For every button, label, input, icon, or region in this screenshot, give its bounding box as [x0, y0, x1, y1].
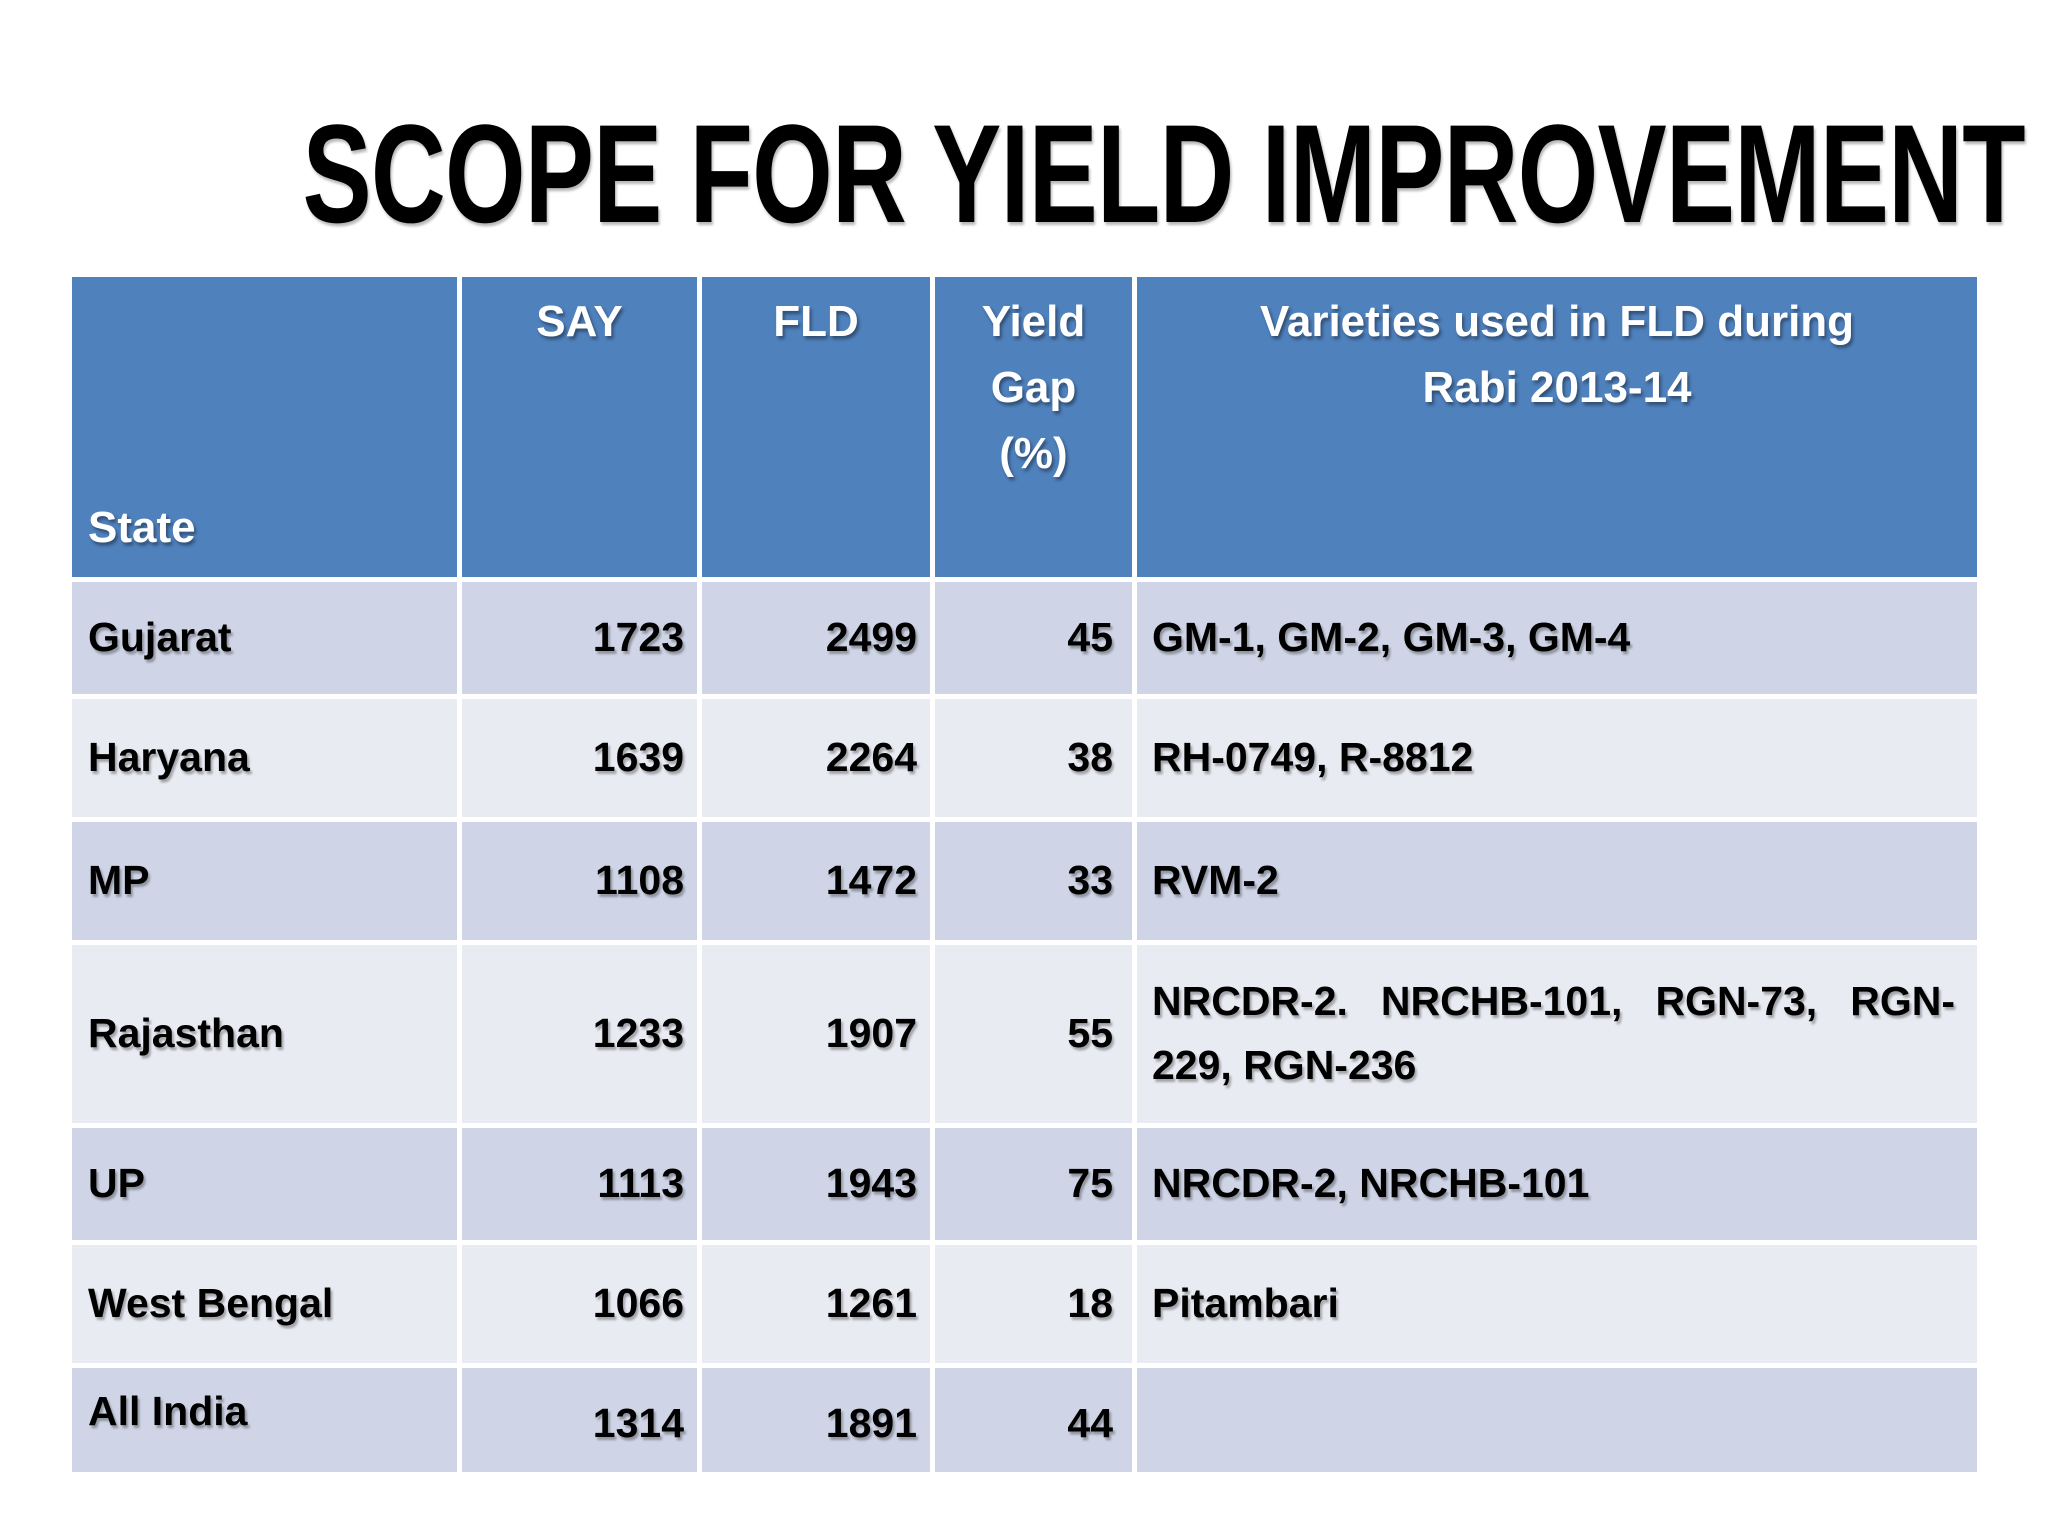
header-row: State SAY FLD Yield Gap (%) Varieties us…: [72, 277, 1977, 577]
cell-state: All India: [72, 1368, 457, 1472]
cell-say: 1113: [462, 1128, 697, 1240]
cell-fld: 1943: [702, 1128, 930, 1240]
cell-state: Haryana: [72, 699, 457, 817]
cell-yield-gap: 33: [935, 822, 1132, 940]
cell-varieties: NRCDR-2. NRCHB-101, RGN-73, RGN-229, RGN…: [1137, 945, 1977, 1123]
cell-say: 1233: [462, 945, 697, 1123]
yield-table: State SAY FLD Yield Gap (%) Varieties us…: [67, 272, 1982, 1477]
table-row: All India 1314 1891 44: [72, 1368, 1977, 1472]
cell-fld: 2499: [702, 582, 930, 694]
table-row: West Bengal 1066 1261 18 Pitambari: [72, 1245, 1977, 1363]
cell-fld: 1261: [702, 1245, 930, 1363]
cell-yield-gap: 44: [935, 1368, 1132, 1472]
slide-title: SCOPE FOR YIELD IMPROVEMENT: [0, 0, 2048, 244]
table-row: MP 1108 1472 33 RVM-2: [72, 822, 1977, 940]
col-header-varieties: Varieties used in FLD during Rabi 2013-1…: [1137, 277, 1977, 577]
cell-varieties: RH-0749, R-8812: [1137, 699, 1977, 817]
cell-state: West Bengal: [72, 1245, 457, 1363]
col-header-yield-gap: Yield Gap (%): [935, 277, 1132, 577]
cell-say: 1066: [462, 1245, 697, 1363]
cell-fld: 1907: [702, 945, 930, 1123]
cell-fld: 2264: [702, 699, 930, 817]
cell-yield-gap: 38: [935, 699, 1132, 817]
cell-varieties: [1137, 1368, 1977, 1472]
cell-yield-gap: 75: [935, 1128, 1132, 1240]
cell-varieties: NRCDR-2, NRCHB-101: [1137, 1128, 1977, 1240]
cell-say: 1639: [462, 699, 697, 817]
col-header-state: State: [72, 277, 457, 577]
col-header-fld: FLD: [702, 277, 930, 577]
cell-varieties: RVM-2: [1137, 822, 1977, 940]
table-body: Gujarat 1723 2499 45 GM-1, GM-2, GM-3, G…: [72, 582, 1977, 1472]
table-row: Haryana 1639 2264 38 RH-0749, R-8812: [72, 699, 1977, 817]
cell-fld: 1472: [702, 822, 930, 940]
table-header: State SAY FLD Yield Gap (%) Varieties us…: [72, 277, 1977, 577]
cell-say: 1108: [462, 822, 697, 940]
cell-yield-gap: 55: [935, 945, 1132, 1123]
cell-state: MP: [72, 822, 457, 940]
cell-varieties: Pitambari: [1137, 1245, 1977, 1363]
cell-state: UP: [72, 1128, 457, 1240]
cell-yield-gap: 18: [935, 1245, 1132, 1363]
table-row: Gujarat 1723 2499 45 GM-1, GM-2, GM-3, G…: [72, 582, 1977, 694]
cell-say: 1723: [462, 582, 697, 694]
col-header-say: SAY: [462, 277, 697, 577]
cell-varieties: GM-1, GM-2, GM-3, GM-4: [1137, 582, 1977, 694]
cell-say: 1314: [462, 1368, 697, 1472]
cell-yield-gap: 45: [935, 582, 1132, 694]
cell-state: Gujarat: [72, 582, 457, 694]
table-row: Rajasthan 1233 1907 55 NRCDR-2. NRCHB-10…: [72, 945, 1977, 1123]
cell-state: Rajasthan: [72, 945, 457, 1123]
table-row: UP 1113 1943 75 NRCDR-2, NRCHB-101: [72, 1128, 1977, 1240]
slide-title-text: SCOPE FOR YIELD IMPROVEMENT: [302, 95, 2026, 252]
cell-fld: 1891: [702, 1368, 930, 1472]
